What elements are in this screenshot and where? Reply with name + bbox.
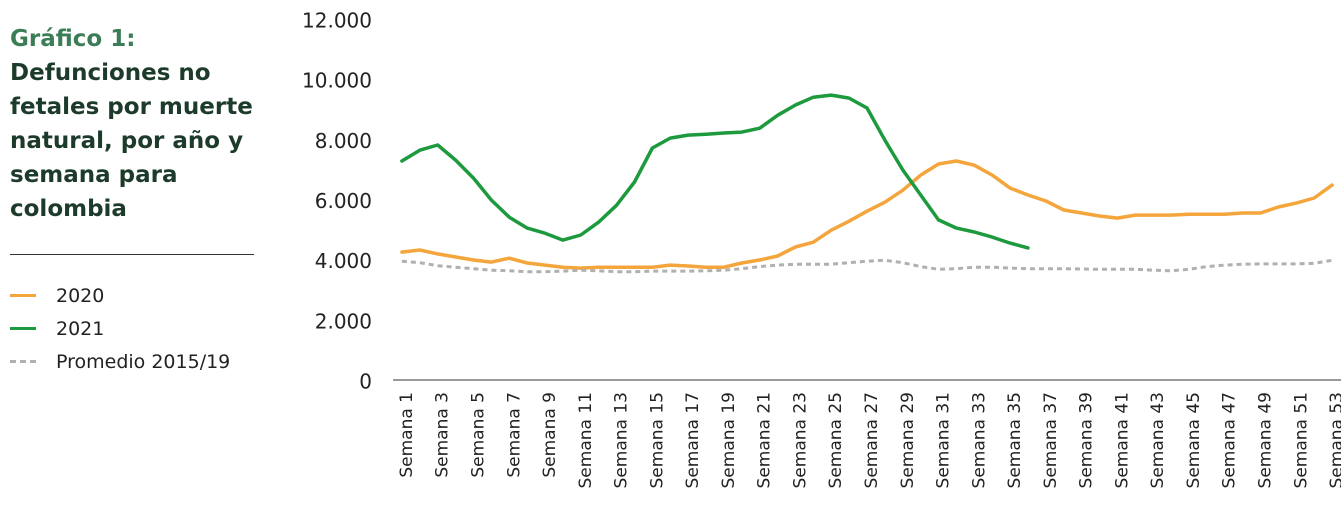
- divider: [10, 254, 254, 255]
- legend-item: 2021: [10, 312, 260, 345]
- x-tick-label: Semana 9: [540, 392, 560, 478]
- chart-title: Defunciones no fetales por muerte natura…: [10, 60, 253, 222]
- y-tick-label: 10.000: [302, 69, 372, 93]
- x-tick-label: Semana 37: [1041, 392, 1061, 488]
- x-tick-label: Semana 33: [969, 392, 989, 488]
- x-tick-label: Semana 39: [1077, 392, 1097, 488]
- x-tick-label: Semana 53: [1327, 392, 1341, 488]
- x-tick-label: Semana 3: [433, 392, 453, 478]
- side-panel: Gráfico 1: Defunciones no fetales por mu…: [10, 22, 260, 378]
- y-tick-label: 6.000: [315, 189, 372, 213]
- x-tick-label: Semana 47: [1220, 392, 1240, 488]
- series-line: [401, 258, 1333, 274]
- series-line: [400, 93, 1030, 250]
- legend-label: Promedio 2015/19: [56, 350, 231, 373]
- x-tick-label: Semana 43: [1148, 392, 1168, 488]
- legend: 2020 2021 Promedio 2015/19: [10, 279, 260, 378]
- x-tick-label: Semana 11: [576, 392, 596, 488]
- legend-swatch: [10, 360, 36, 363]
- legend-swatch: [10, 294, 36, 297]
- x-tick-label: Semana 25: [826, 392, 846, 488]
- x-tick-label: Semana 35: [1005, 392, 1025, 488]
- x-tick-label: Semana 13: [612, 392, 632, 488]
- legend-swatch: [10, 327, 36, 330]
- y-tick-label: 0: [359, 370, 372, 394]
- x-tick-label: Semana 1: [397, 392, 417, 478]
- x-tick-label: Semana 51: [1291, 392, 1311, 488]
- y-tick-label: 8.000: [315, 129, 372, 153]
- x-tick-label: Semana 7: [504, 392, 524, 478]
- chart-label: Gráfico 1:: [10, 26, 136, 52]
- x-tick-label: Semana 49: [1256, 392, 1276, 488]
- legend-label: 2020: [56, 284, 105, 307]
- x-tick-label: Semana 23: [790, 392, 810, 488]
- x-tick-label: Semana 29: [898, 392, 918, 488]
- x-tick-label: Semana 21: [755, 392, 775, 488]
- x-tick-label: Semana 27: [862, 392, 882, 488]
- x-tick-label: Semana 5: [468, 392, 488, 478]
- legend-label: 2021: [56, 317, 105, 340]
- x-tick-label: Semana 45: [1184, 392, 1204, 488]
- x-tick-label: Semana 17: [683, 392, 703, 488]
- y-tick-label: 12.000: [302, 9, 372, 33]
- x-tick-label: Semana 41: [1112, 392, 1132, 488]
- legend-item: Promedio 2015/19: [10, 345, 260, 378]
- x-tick-label: Semana 31: [934, 392, 954, 488]
- series-line: [400, 159, 1334, 270]
- x-tick-label: Semana 19: [719, 392, 739, 488]
- legend-item: 2020: [10, 279, 260, 312]
- y-tick-label: 2.000: [315, 309, 372, 333]
- x-tick-label: Semana 15: [647, 392, 667, 488]
- y-tick-label: 4.000: [315, 249, 372, 273]
